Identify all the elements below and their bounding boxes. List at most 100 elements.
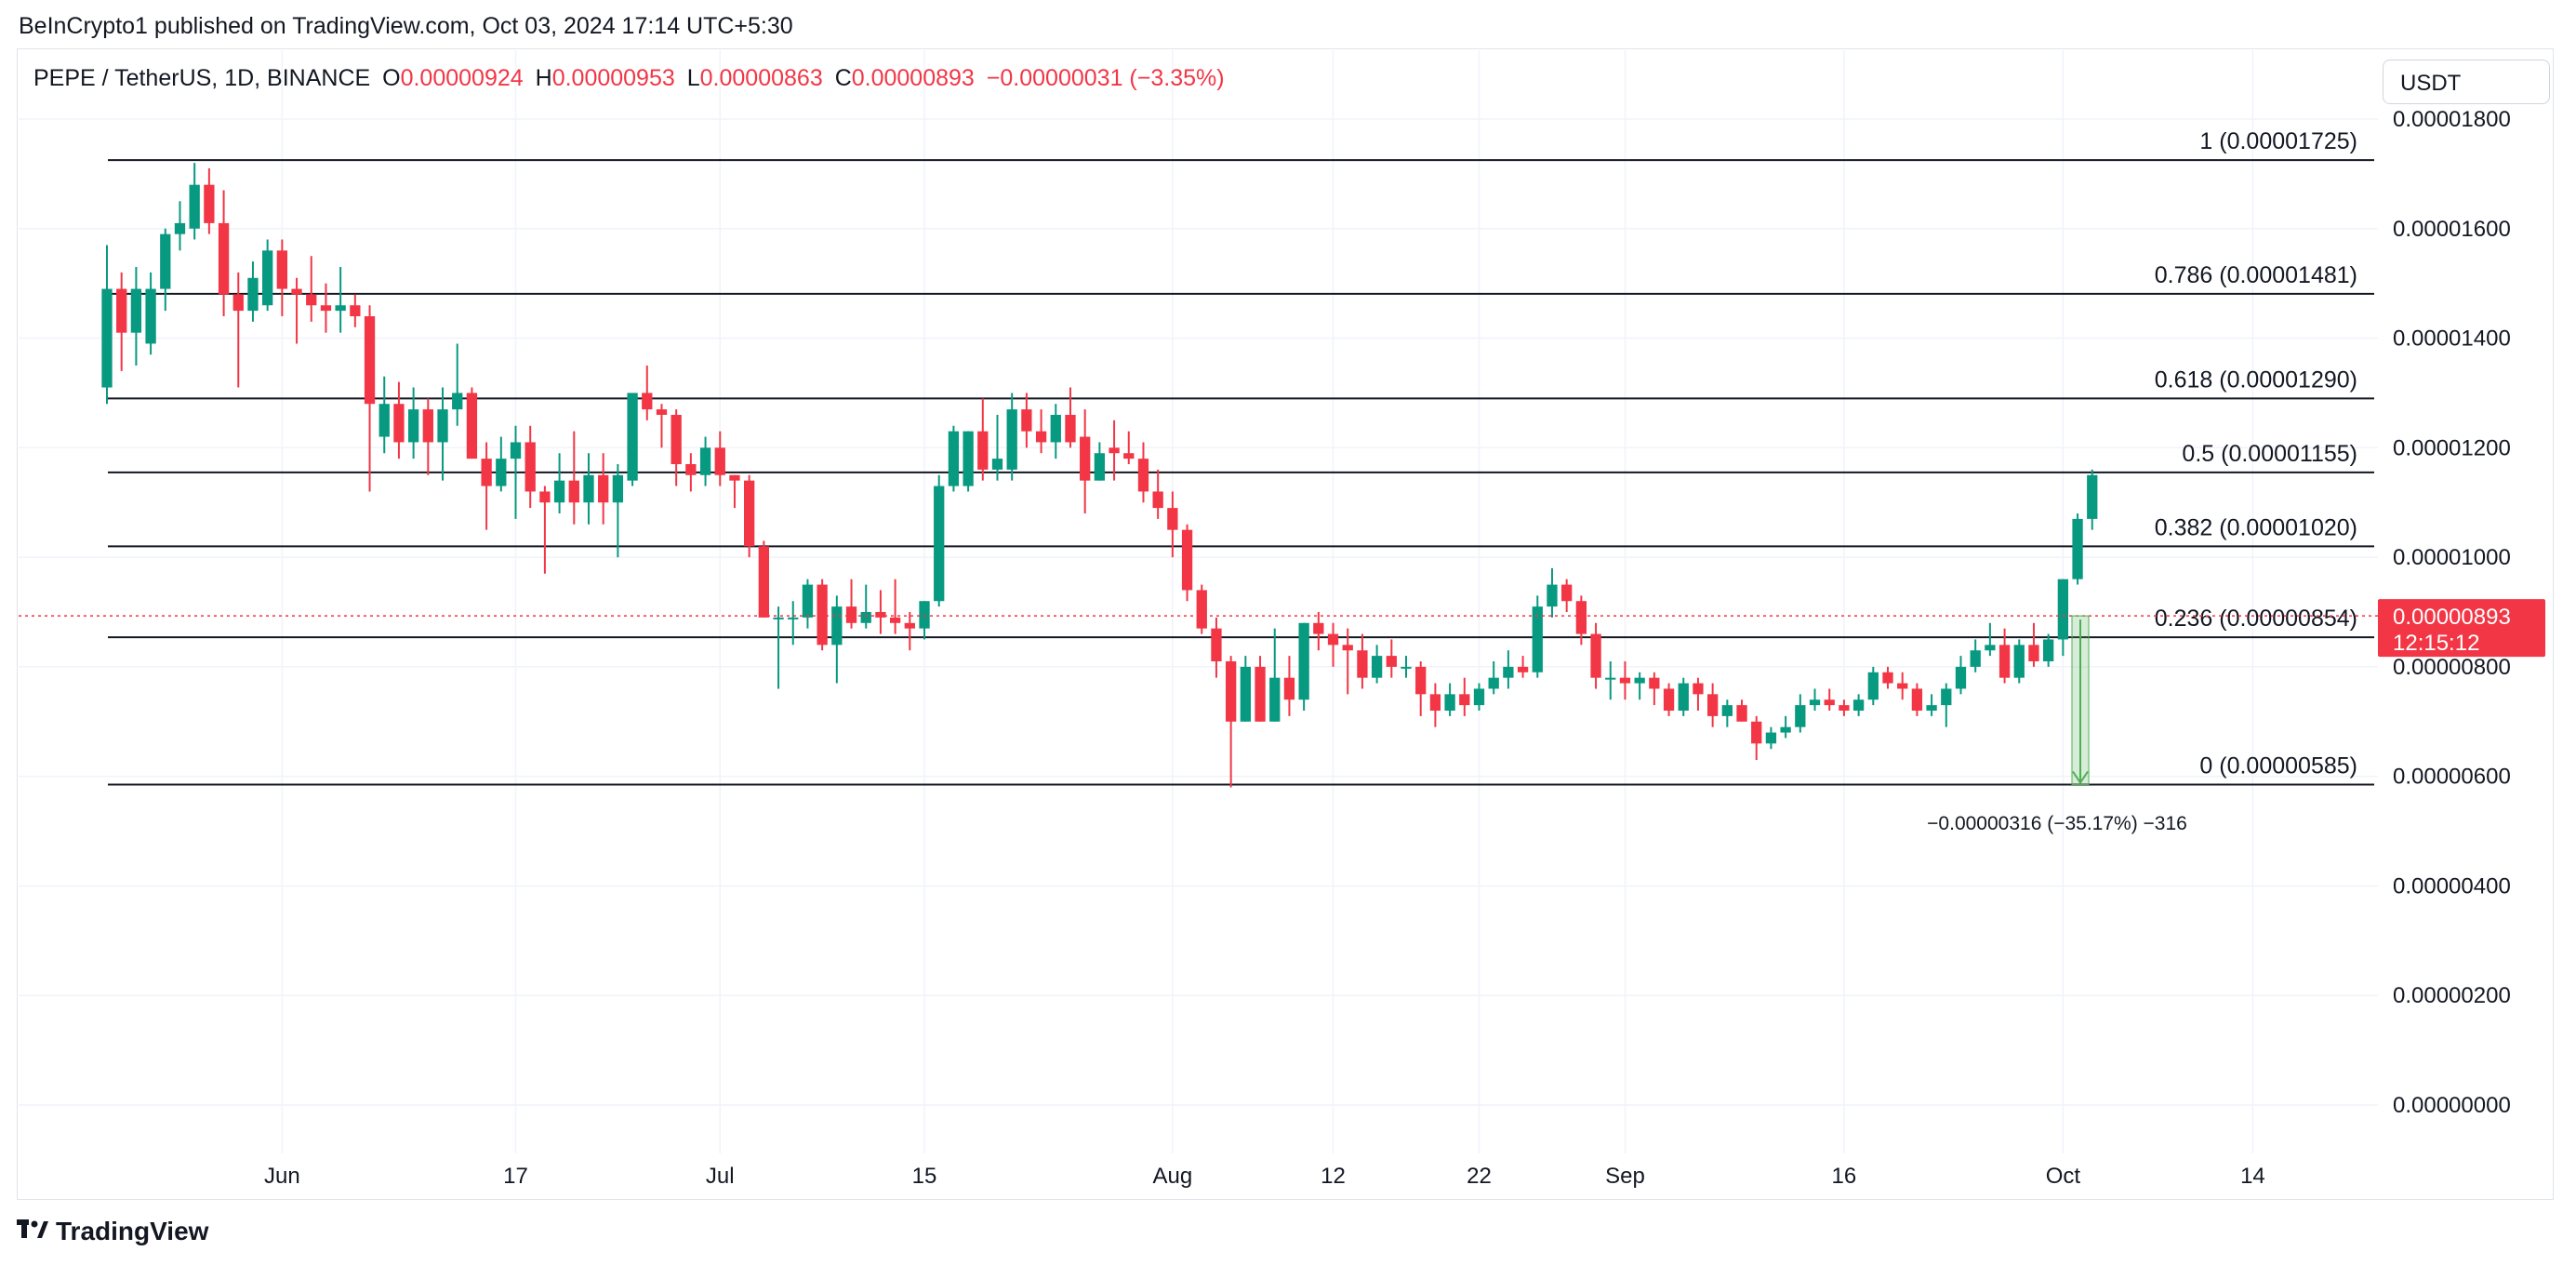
candle-up [802,584,814,618]
candle-up [510,442,522,459]
candle-down [642,393,653,410]
currency-label: USDT [2400,71,2462,96]
candle-down [204,184,215,223]
x-tick-label: 17 [503,1164,528,1189]
candle-down [232,294,244,312]
candle-down [1255,666,1266,722]
x-tick-label: 16 [1832,1164,1857,1189]
candle-up [860,612,871,623]
candle-up [1444,694,1455,711]
measure-arrow-head-icon [2072,770,2089,785]
candle-down [1663,688,1675,711]
candle-down [1123,453,1135,459]
candle-down [1167,508,1178,530]
candle-up [1795,705,1806,727]
candle-down [481,459,492,486]
candle-down [1181,529,1193,591]
x-tick-label: Jul [706,1164,735,1189]
candle-down [1897,683,1908,689]
candle-down [116,288,127,333]
candle-down [364,316,376,405]
candle-down [1109,447,1120,454]
y-tick-label: 0.00000400 [2393,873,2511,899]
currency-selector[interactable]: USDT [2383,60,2550,104]
candle-down [977,431,989,470]
candle-up [963,431,974,486]
candle-up [1970,650,1981,667]
candle-up [1006,409,1017,470]
candle-up [1298,622,1309,700]
y-tick-label: 0.00000600 [2393,765,2511,790]
candle-down [744,480,755,547]
candle-down [1839,705,1850,711]
candle-down [1137,459,1149,492]
tradingview-brand: TradingView [56,1217,209,1245]
candle-down [1824,699,1835,706]
candle-down [422,409,433,443]
candle-down [1196,590,1207,629]
candle-up [1240,666,1251,722]
x-tick-label: Oct [2046,1164,2081,1189]
candle-up [831,606,843,646]
candle-up [1503,666,1514,678]
candle-up [262,250,273,306]
candle-down [1590,633,1601,678]
candle-down [1357,650,1368,678]
fib-level-label: 0.618 (0.00001290) [2155,366,2357,393]
fib-level-label: 0.5 (0.00001155) [2182,441,2357,467]
candle-up [1678,683,1689,711]
candle-up [1985,645,1996,651]
low-label: L [686,65,700,91]
candle-down [1342,645,1353,651]
candle-up [1488,677,1499,689]
candle-down [1080,436,1091,481]
y-tick-label: 0.00000800 [2393,655,2511,680]
candle-down [714,447,725,475]
candle-down [1517,666,1529,672]
symbol-label[interactable]: PEPE / TetherUS, 1D, BINANCE [33,65,371,91]
candle-down [1561,584,1573,602]
tradingview-logo[interactable]: TradingView [17,1217,208,1246]
measure-label: −0.00000316 (−35.17%) −316 [1927,813,2187,834]
candle-down [685,464,697,475]
candle-down [1459,694,1470,706]
candle-down [276,250,288,289]
candle-down [1386,656,1397,667]
candle-up [1941,688,1952,706]
fib-level-label: 0.382 (0.00001020) [2155,514,2357,540]
current-price-tag [2378,599,2545,658]
candle-up [335,305,346,312]
change-value: −0.00000031 (−3.35%) [986,65,1225,91]
candle-up [919,601,930,629]
candle-down [1313,622,1324,634]
candle-up [247,277,259,312]
candle-up [612,474,624,503]
candle-up [773,617,784,619]
candle-up [2087,474,2098,519]
y-tick-label: 0.00001600 [2393,217,2511,242]
candle-down [524,442,536,492]
x-tick-label: 15 [912,1164,937,1189]
candle-up [991,459,1003,470]
candle-up [2057,579,2069,640]
close-label: C [834,65,852,91]
low-value: 0.00000863 [699,65,823,91]
candle-down [904,622,915,629]
candle-up [1926,705,1937,711]
open-value: 0.00000924 [400,65,524,91]
candle-down [291,288,302,295]
candle-down [1911,688,1923,711]
candle-up [1765,732,1777,744]
current-price-label: 0.00000893 [2393,605,2511,630]
candle-up [1605,677,1616,680]
candle-down [758,546,770,618]
x-tick-label: Sep [1605,1164,1645,1189]
close-value: 0.00000893 [851,65,975,91]
candle-up [1269,677,1281,722]
high-label: H [535,65,552,91]
candle-up [2072,518,2083,579]
x-tick-label: Aug [1153,1164,1193,1189]
candle-down [1152,491,1163,509]
candle-up [934,486,945,602]
